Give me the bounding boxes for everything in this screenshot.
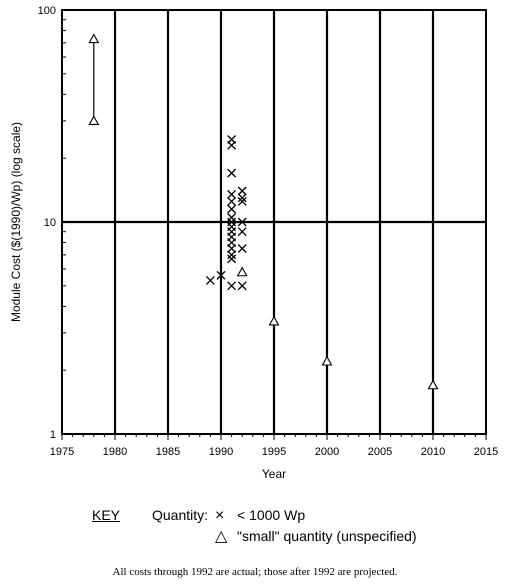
x-tick-label: 1980: [103, 446, 127, 458]
legend-title: KEY: [92, 503, 120, 527]
legend-heading: Quantity:: [152, 503, 208, 527]
axis-ticks: 1975 1980 1985 1990 1995 2000 2005 2010 2015 1 10 1…: [38, 5, 499, 458]
cross-marker: [228, 282, 236, 290]
footnote: All costs through 1992 are actual; those…: [0, 566, 510, 578]
x-tick-label: 2015: [474, 446, 498, 458]
cross-marker: [228, 205, 236, 213]
cross-marker: [228, 141, 236, 149]
grid-lines: [62, 10, 486, 434]
y-tick-label: 1: [50, 429, 56, 441]
cross-marker: [228, 251, 236, 259]
y-axis-label: Module Cost ($(1990)/Wp) (log scale): [9, 122, 23, 322]
x-axis-label: Year: [262, 467, 286, 481]
triangle-marker: [323, 357, 332, 365]
x-tick-label: 1985: [156, 446, 180, 458]
x-tick-label: 2005: [368, 446, 392, 458]
cross-marker: [228, 214, 236, 222]
legend-label: < 1000 Wp: [237, 507, 305, 523]
y-tick-label: 100: [38, 5, 56, 17]
cross-marker: [228, 169, 236, 177]
cross-marker: [238, 228, 246, 236]
x-tick-label: 1975: [50, 446, 74, 458]
chart: 1975 1980 1985 1990 1995 2000 2005 2010 2015 1 10 1…: [0, 0, 510, 500]
y-tick-label: 10: [44, 217, 56, 229]
x-tick-label: 1990: [209, 446, 233, 458]
cross-marker: [206, 276, 214, 284]
triangle-marker: [89, 34, 98, 42]
x-tick-label: 2000: [315, 446, 339, 458]
cross-marker: [228, 197, 236, 205]
triangle-marker-icon: △: [215, 525, 237, 549]
cross-marker: [228, 255, 236, 263]
triangle-marker: [270, 317, 279, 325]
triangle-marker: [238, 268, 247, 276]
cross-marker: [238, 244, 246, 252]
legend-item-small-quantity: △ "small" quantity (unspecified): [215, 524, 417, 549]
x-tick-label: 2010: [421, 446, 445, 458]
triangle-marker: [89, 116, 98, 124]
triangle-marker: [429, 381, 438, 389]
legend-label: "small" quantity (unspecified): [237, 528, 417, 544]
x-tick-label: 1995: [262, 446, 286, 458]
cross-marker: [238, 282, 246, 290]
cross-marker: [228, 190, 236, 198]
data-marks: [89, 34, 437, 388]
cross-marker: [238, 187, 246, 195]
